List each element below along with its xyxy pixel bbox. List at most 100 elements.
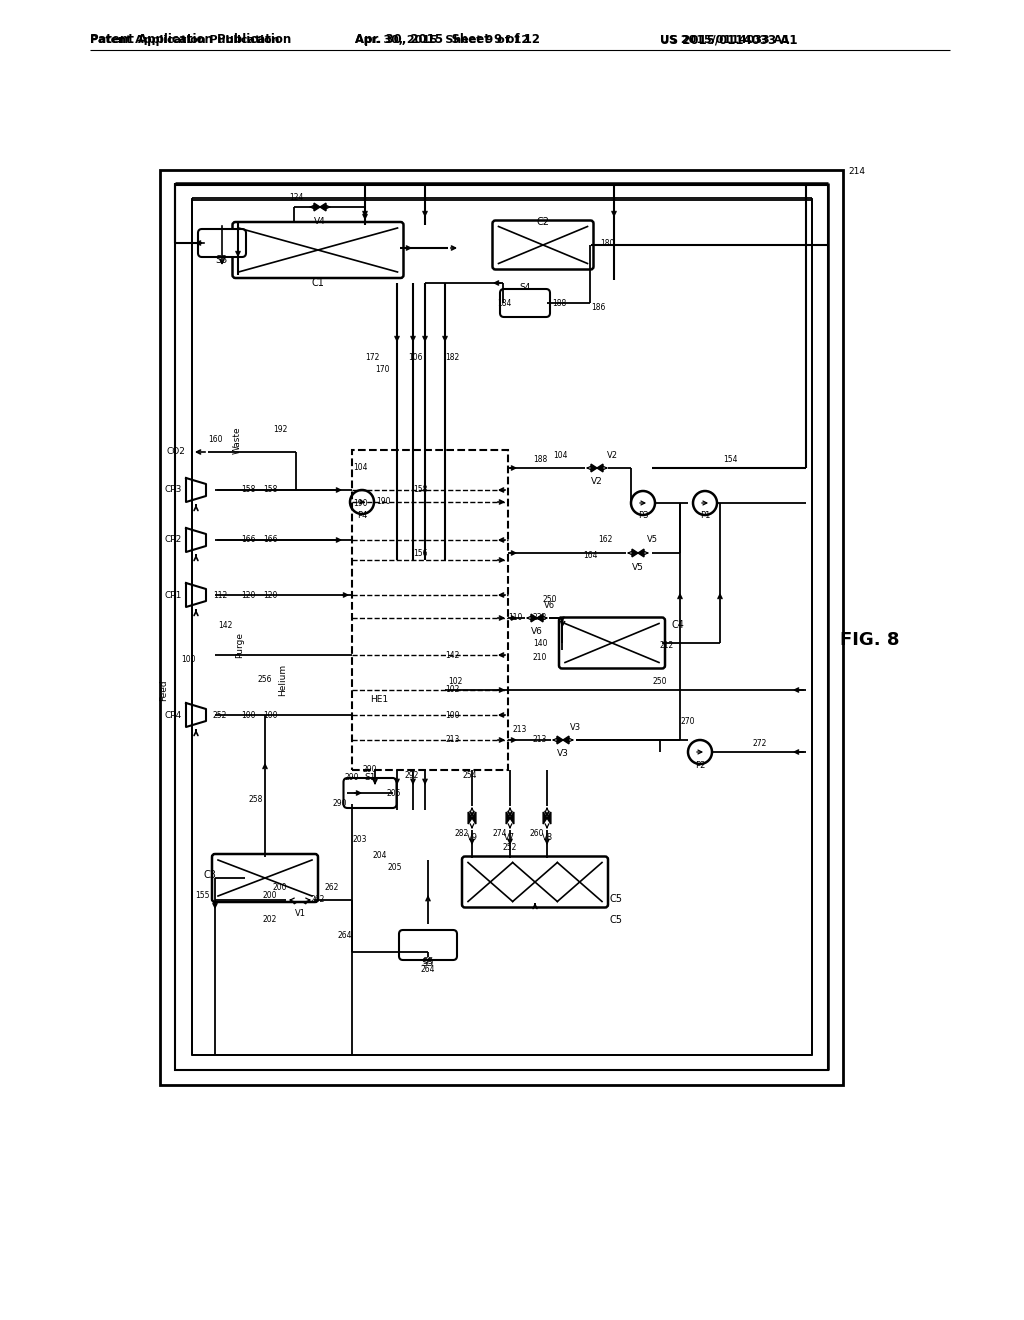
Bar	[160, 170, 843, 1085]
Text: 104: 104	[352, 463, 368, 473]
FancyBboxPatch shape	[500, 289, 550, 317]
Text: P2: P2	[695, 760, 706, 770]
Text: 192: 192	[272, 425, 287, 434]
Text: 120: 120	[241, 590, 255, 599]
Text: 270: 270	[681, 718, 695, 726]
Text: P4: P4	[356, 511, 368, 520]
Text: 156: 156	[413, 549, 427, 557]
Text: C4: C4	[672, 620, 685, 630]
Text: 213: 213	[445, 735, 460, 744]
Text: 252: 252	[503, 842, 517, 851]
Text: 142: 142	[445, 651, 460, 660]
Text: 250: 250	[652, 677, 668, 686]
Text: V5: V5	[632, 562, 644, 572]
Text: V9: V9	[467, 833, 477, 842]
Text: 213: 213	[513, 726, 527, 734]
Text: 202: 202	[263, 916, 278, 924]
Text: 205: 205	[388, 863, 402, 873]
Text: S5: S5	[422, 958, 434, 968]
Text: CO2: CO2	[166, 447, 185, 457]
Text: 100: 100	[181, 656, 196, 664]
FancyBboxPatch shape	[493, 220, 594, 269]
Text: 212: 212	[660, 640, 674, 649]
Text: V1: V1	[295, 908, 305, 917]
Text: 264: 264	[338, 932, 352, 940]
Text: 102: 102	[445, 685, 460, 694]
Text: 166: 166	[263, 536, 278, 544]
Polygon shape	[314, 203, 326, 211]
Text: V3: V3	[557, 750, 569, 759]
Text: 158: 158	[413, 486, 427, 495]
Text: 203: 203	[352, 836, 368, 845]
Text: 214: 214	[848, 168, 865, 177]
Polygon shape	[591, 465, 603, 471]
Text: 154: 154	[723, 455, 737, 465]
Text: V2: V2	[606, 450, 617, 459]
Text: 290: 290	[333, 800, 347, 808]
Text: Patent Application Publication: Patent Application Publication	[90, 36, 280, 45]
Text: 158: 158	[241, 486, 255, 495]
Text: 100: 100	[445, 710, 460, 719]
Bar	[175, 185, 828, 1071]
FancyBboxPatch shape	[559, 618, 665, 668]
Text: C5: C5	[610, 895, 623, 904]
Text: 120: 120	[263, 590, 278, 599]
Text: 102: 102	[447, 677, 462, 686]
FancyBboxPatch shape	[462, 857, 608, 908]
Polygon shape	[468, 812, 476, 824]
Text: 260: 260	[529, 829, 544, 837]
Text: V8: V8	[542, 833, 553, 842]
Text: 190: 190	[376, 498, 390, 507]
Bar	[352, 450, 508, 770]
Text: CP4: CP4	[165, 710, 182, 719]
Text: 100: 100	[241, 710, 255, 719]
Text: 290: 290	[345, 774, 359, 783]
Text: 258: 258	[249, 796, 263, 804]
Text: 290: 290	[362, 766, 377, 775]
Text: P3: P3	[638, 511, 648, 520]
Text: 172: 172	[366, 354, 380, 363]
Text: 124: 124	[290, 194, 304, 202]
Text: 162: 162	[598, 536, 612, 544]
Text: 282: 282	[455, 829, 469, 837]
Text: 100: 100	[263, 710, 278, 719]
Text: C2: C2	[537, 216, 550, 227]
Text: S4: S4	[519, 284, 530, 293]
Text: 252: 252	[213, 710, 227, 719]
Text: 190: 190	[352, 499, 368, 507]
Text: US 2015/0114033 A1: US 2015/0114033 A1	[660, 36, 790, 45]
FancyBboxPatch shape	[232, 222, 403, 279]
Text: 158: 158	[263, 486, 278, 495]
Text: 213: 213	[532, 735, 547, 744]
Text: V4: V4	[314, 216, 326, 226]
Text: 204: 204	[373, 850, 387, 859]
Text: US 2015/0114033 A1: US 2015/0114033 A1	[660, 33, 798, 46]
Text: 250: 250	[543, 595, 557, 605]
Text: 210: 210	[532, 653, 547, 663]
Text: C5: C5	[610, 915, 623, 925]
Text: C3: C3	[203, 870, 216, 880]
FancyBboxPatch shape	[198, 228, 246, 257]
Text: 164: 164	[584, 550, 598, 560]
Text: 110: 110	[508, 612, 522, 622]
Text: Apr. 30, 2015  Sheet 9 of 12: Apr. 30, 2015 Sheet 9 of 12	[355, 36, 529, 45]
Text: V6: V6	[531, 627, 543, 636]
Text: 140: 140	[532, 639, 547, 648]
Text: 292: 292	[404, 771, 419, 780]
Text: 200: 200	[263, 891, 278, 899]
Text: S1: S1	[365, 774, 376, 783]
Text: Purge: Purge	[236, 632, 245, 657]
Text: S3: S3	[216, 255, 228, 265]
Text: Waste: Waste	[232, 426, 242, 454]
Text: CP3: CP3	[165, 486, 182, 495]
Polygon shape	[294, 896, 306, 904]
Bar	[193, 201, 812, 1055]
Text: FIG. 8: FIG. 8	[841, 631, 900, 649]
Text: 262: 262	[311, 895, 326, 904]
Text: 180: 180	[600, 239, 614, 248]
Text: 274: 274	[493, 829, 507, 837]
Text: 205: 205	[387, 788, 401, 797]
FancyBboxPatch shape	[399, 931, 457, 960]
Text: V7: V7	[505, 833, 515, 842]
Text: 160: 160	[208, 436, 222, 445]
